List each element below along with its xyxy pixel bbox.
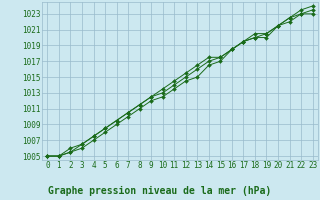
Text: Graphe pression niveau de la mer (hPa): Graphe pression niveau de la mer (hPa) xyxy=(48,186,272,196)
